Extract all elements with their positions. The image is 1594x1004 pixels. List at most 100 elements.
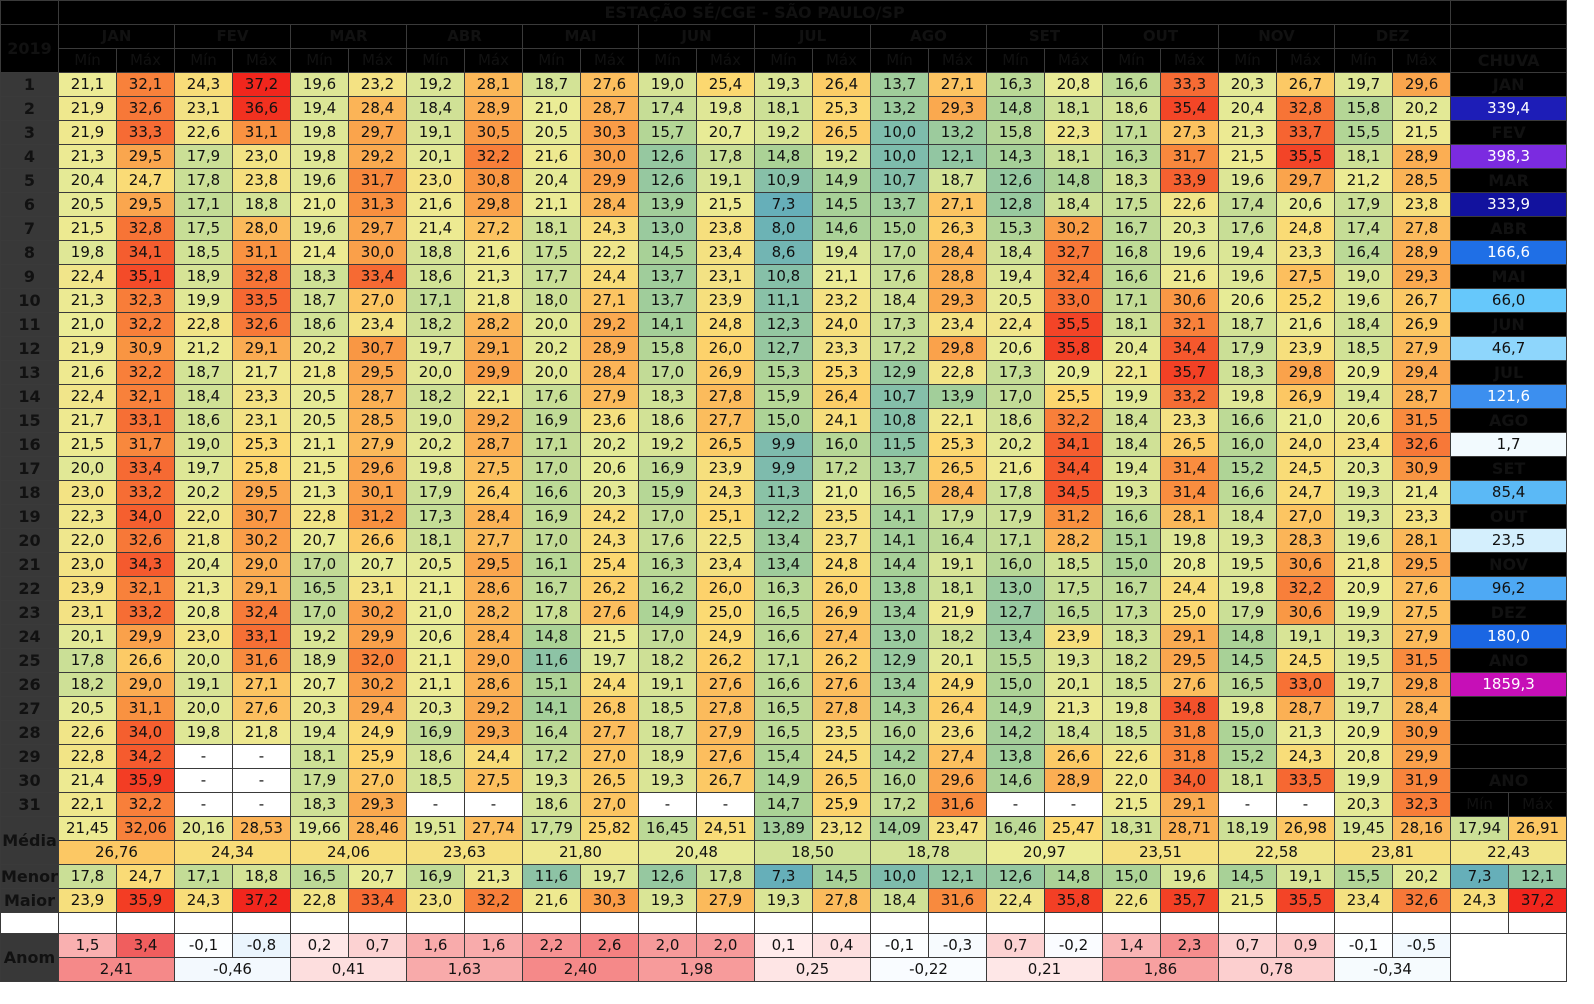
month-header-dez: DEZ: [1333, 24, 1452, 49]
rain-value-cell: 23,5: [1450, 528, 1568, 553]
min-temp-cell: 16,5: [290, 576, 349, 601]
max-temp-cell: 33,4: [116, 456, 175, 481]
min-temp-cell: 22,1: [1102, 360, 1161, 385]
min-temp-cell: 20,4: [58, 168, 117, 193]
max-temp-cell: 30,0: [580, 144, 639, 169]
min-temp-cell: 16,0: [986, 552, 1045, 577]
spacer-cell: [638, 912, 697, 934]
min-temp-cell: 13,4: [986, 624, 1045, 649]
min-temp-cell: 19,3: [1102, 480, 1161, 505]
max-temp-cell: 26,4: [464, 480, 523, 505]
max-temp-cell: 21,6: [1160, 264, 1219, 289]
spacer-cell: [1334, 912, 1393, 934]
media-max-cell: 26,98: [1276, 816, 1335, 841]
month-header-set: SET: [986, 24, 1103, 49]
max-temp-cell: 28,3: [1276, 528, 1335, 553]
min-temp-cell: 18,4: [1334, 312, 1393, 337]
max-temp-cell: 27,9: [580, 384, 639, 409]
min-temp-cell: 19,8: [1218, 696, 1277, 721]
max-temp-cell: 20,7: [696, 120, 755, 145]
spacer-cell: [928, 912, 987, 934]
day-label: 29: [0, 744, 59, 769]
min-temp-cell: 19,5: [1334, 648, 1393, 673]
min-temp-cell: 17,8: [58, 648, 117, 673]
max-temp-cell: 26,6: [116, 648, 175, 673]
annual-min-header: Mín: [1450, 792, 1510, 817]
min-temp-cell: 19,1: [406, 120, 465, 145]
menor-max-cell: 19,7: [580, 864, 639, 889]
day-label: 9: [0, 264, 59, 289]
max-temp-cell: 37,2: [232, 72, 291, 97]
min-temp-cell: 17,2: [522, 744, 581, 769]
max-temp-cell: 29,8: [1391, 672, 1452, 697]
max-temp-cell: 36,6: [232, 96, 291, 121]
max-temp-cell: 26,7: [696, 768, 755, 793]
min-temp-cell: 20,6: [1218, 288, 1277, 313]
max-temp-cell: 20,3: [580, 480, 639, 505]
max-temp-cell: 24,5: [812, 744, 871, 769]
anom-avg-cell: 0,41: [290, 957, 407, 982]
max-temp-cell: 20,1: [928, 648, 987, 673]
spacer-cell: [696, 912, 755, 934]
max-temp-cell: 27,6: [1391, 576, 1452, 601]
min-temp-cell: 17,5: [1102, 192, 1161, 217]
min-temp-cell: 20,6: [986, 336, 1045, 361]
min-temp-cell: 21,1: [290, 432, 349, 457]
max-temp-cell: 23,2: [348, 72, 407, 97]
min-header: Mín: [1334, 48, 1393, 73]
day-label: 30: [0, 768, 59, 793]
max-temp-cell: 20,8: [1044, 72, 1103, 97]
max-temp-cell: 27,1: [928, 192, 987, 217]
min-temp-cell: 14,8: [754, 144, 813, 169]
max-temp-cell: 28,4: [580, 192, 639, 217]
maior-max-cell: 27,9: [696, 888, 755, 913]
max-temp-cell: 32,8: [232, 264, 291, 289]
min-temp-cell: 22,6: [174, 120, 233, 145]
max-temp-cell: 26,9: [1391, 312, 1452, 337]
max-temp-cell: 27,5: [1391, 600, 1452, 625]
min-temp-cell: 17,4: [1218, 192, 1277, 217]
maior-min-cell: 22,4: [986, 888, 1045, 913]
max-temp-cell: 27,9: [696, 720, 755, 745]
max-temp-cell: 20,2: [1391, 96, 1452, 121]
min-temp-cell: 16,6: [754, 624, 813, 649]
rain-value-cell: 339,4: [1450, 96, 1568, 121]
maior-min-cell: 21,6: [522, 888, 581, 913]
spacer-cell: [1391, 912, 1452, 934]
day-label: 10: [0, 288, 59, 313]
min-temp-cell: 15,9: [754, 384, 813, 409]
empty-day-cell: -: [406, 792, 465, 817]
min-temp-cell: 13,4: [870, 672, 929, 697]
min-temp-cell: 15,0: [1102, 552, 1161, 577]
min-temp-cell: 20,4: [1102, 336, 1161, 361]
max-temp-cell: 32,4: [1044, 264, 1103, 289]
maior-min-cell: 21,5: [1218, 888, 1277, 913]
menor-max-cell: 20,2: [1391, 864, 1452, 889]
empty-day-cell: -: [638, 792, 697, 817]
max-temp-cell: 23,6: [580, 408, 639, 433]
min-temp-cell: 22,0: [174, 504, 233, 529]
min-temp-cell: 21,3: [174, 576, 233, 601]
min-temp-cell: 13,0: [986, 576, 1045, 601]
max-temp-cell: 21,0: [1276, 408, 1335, 433]
day-row: 19 22,3 34,0 22,0 30,7 22,8 31,2 17,3 28,4 16,9 24…: [0, 504, 1568, 529]
min-temp-cell: 23,1: [58, 600, 117, 625]
min-temp-cell: 18,4: [1102, 432, 1161, 457]
max-temp-cell: 29,2: [348, 144, 407, 169]
menor-min-cell: 10,0: [870, 864, 929, 889]
right-corner-cell: [1450, 0, 1568, 25]
max-temp-cell: 30,1: [348, 480, 407, 505]
maior-max-cell: 30,3: [580, 888, 639, 913]
media-avg-cell: 20,97: [986, 840, 1103, 865]
spacer-cell: [1276, 912, 1335, 934]
min-temp-cell: 16,9: [522, 504, 581, 529]
max-temp-cell: 30,6: [1276, 600, 1335, 625]
max-temp-cell: 31,7: [116, 432, 175, 457]
max-temp-cell: 28,7: [348, 384, 407, 409]
min-temp-cell: 19,8: [290, 120, 349, 145]
min-temp-cell: 18,5: [1102, 720, 1161, 745]
month-header-fev: FEV: [174, 24, 291, 49]
maior-row: Maior 23,9 35,9 24,3 37,2 22,8 33,4 23,0 32,2 21,…: [0, 888, 1568, 913]
max-temp-cell: 19,8: [1160, 528, 1219, 553]
min-temp-cell: 18,6: [406, 264, 465, 289]
